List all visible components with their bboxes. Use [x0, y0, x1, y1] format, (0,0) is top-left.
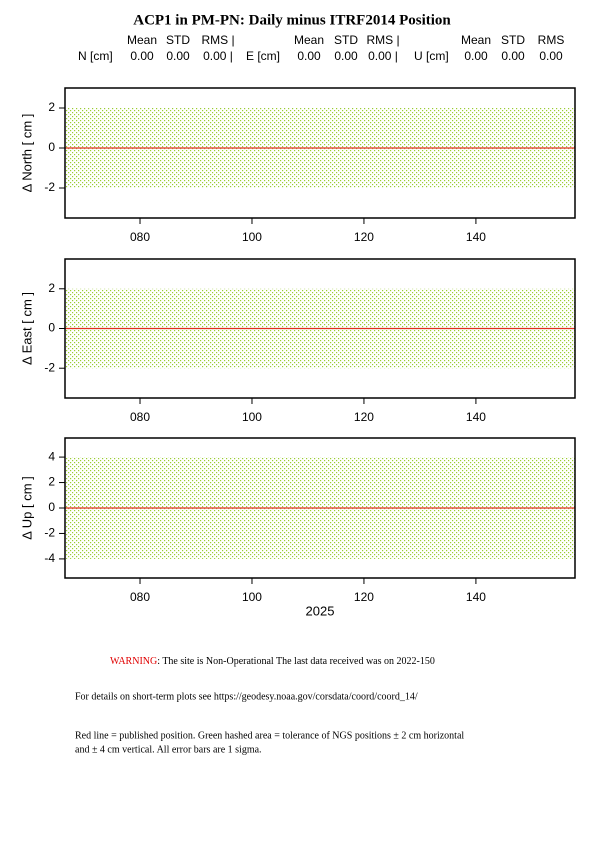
legend-note: and ± 4 cm vertical. All error bars are …: [75, 744, 262, 755]
y-tick-label: 0: [48, 500, 55, 514]
stat-value: 0.00: [297, 49, 321, 63]
y-tick-label: 0: [48, 140, 55, 154]
y-axis-label: Δ East [ cm ]: [19, 292, 34, 365]
y-tick-label: 2: [48, 475, 55, 489]
stat-value: 0.00: [130, 49, 154, 63]
stat-column: RMS |: [366, 33, 399, 47]
x-tick-label: 100: [242, 230, 262, 244]
stat-group-label: E [cm]: [246, 49, 280, 63]
y-tick-label: -2: [44, 180, 55, 194]
y-tick-label: 0: [48, 321, 55, 335]
x-tick-label: 120: [354, 590, 374, 604]
x-axis-label: 2025: [306, 603, 335, 618]
stat-column: Mean: [461, 33, 491, 47]
stat-value: 0.00: [539, 49, 563, 63]
stat-value: 0.00 |: [368, 49, 398, 63]
x-tick-label: 100: [242, 410, 262, 424]
title: ACP1 in PM-PN: Daily minus ITRF2014 Posi…: [133, 12, 451, 28]
x-tick-label: 140: [466, 230, 486, 244]
stat-value: 0.00: [166, 49, 190, 63]
warning-text: : The site is Non-Operational The last d…: [157, 656, 435, 667]
stat-group-label: U [cm]: [414, 49, 449, 63]
stat-column: STD: [166, 33, 190, 47]
y-tick-label: -2: [44, 526, 55, 540]
x-tick-label: 140: [466, 410, 486, 424]
details: For details on short-term plots see http…: [75, 691, 418, 702]
stat-group-label: N [cm]: [78, 49, 113, 63]
y-tick-label: 2: [48, 100, 55, 114]
y-tick-label: 4: [48, 449, 55, 463]
y-tick-label: -4: [44, 551, 55, 565]
stat-value: 0.00: [334, 49, 358, 63]
stat-column: Mean: [294, 33, 324, 47]
legend-note: Red line = published position. Green has…: [75, 730, 464, 741]
stat-column: Mean: [127, 33, 157, 47]
x-tick-label: 080: [130, 230, 150, 244]
x-tick-label: 120: [354, 230, 374, 244]
x-tick-label: 140: [466, 590, 486, 604]
y-axis-label: Δ Up [ cm ]: [19, 476, 34, 540]
x-tick-label: 120: [354, 410, 374, 424]
y-tick-label: -2: [44, 360, 55, 374]
stat-column: RMS |: [201, 33, 234, 47]
x-tick-label: 080: [130, 590, 150, 604]
warning-label: WARNING: [110, 656, 157, 667]
stat-column: STD: [334, 33, 358, 47]
warning: WARNING: The site is Non-Operational The…: [110, 656, 435, 667]
stat-value: 0.00: [501, 49, 525, 63]
x-tick-label: 100: [242, 590, 262, 604]
stat-value: 0.00: [464, 49, 488, 63]
plot-frame: [64, 87, 576, 219]
stat-value: 0.00 |: [203, 49, 233, 63]
x-tick-label: 080: [130, 410, 150, 424]
y-tick-label: 2: [48, 281, 55, 295]
y-axis-label: Δ North [ cm ]: [19, 114, 34, 193]
stat-column: RMS: [538, 33, 565, 47]
stat-column: STD: [501, 33, 525, 47]
